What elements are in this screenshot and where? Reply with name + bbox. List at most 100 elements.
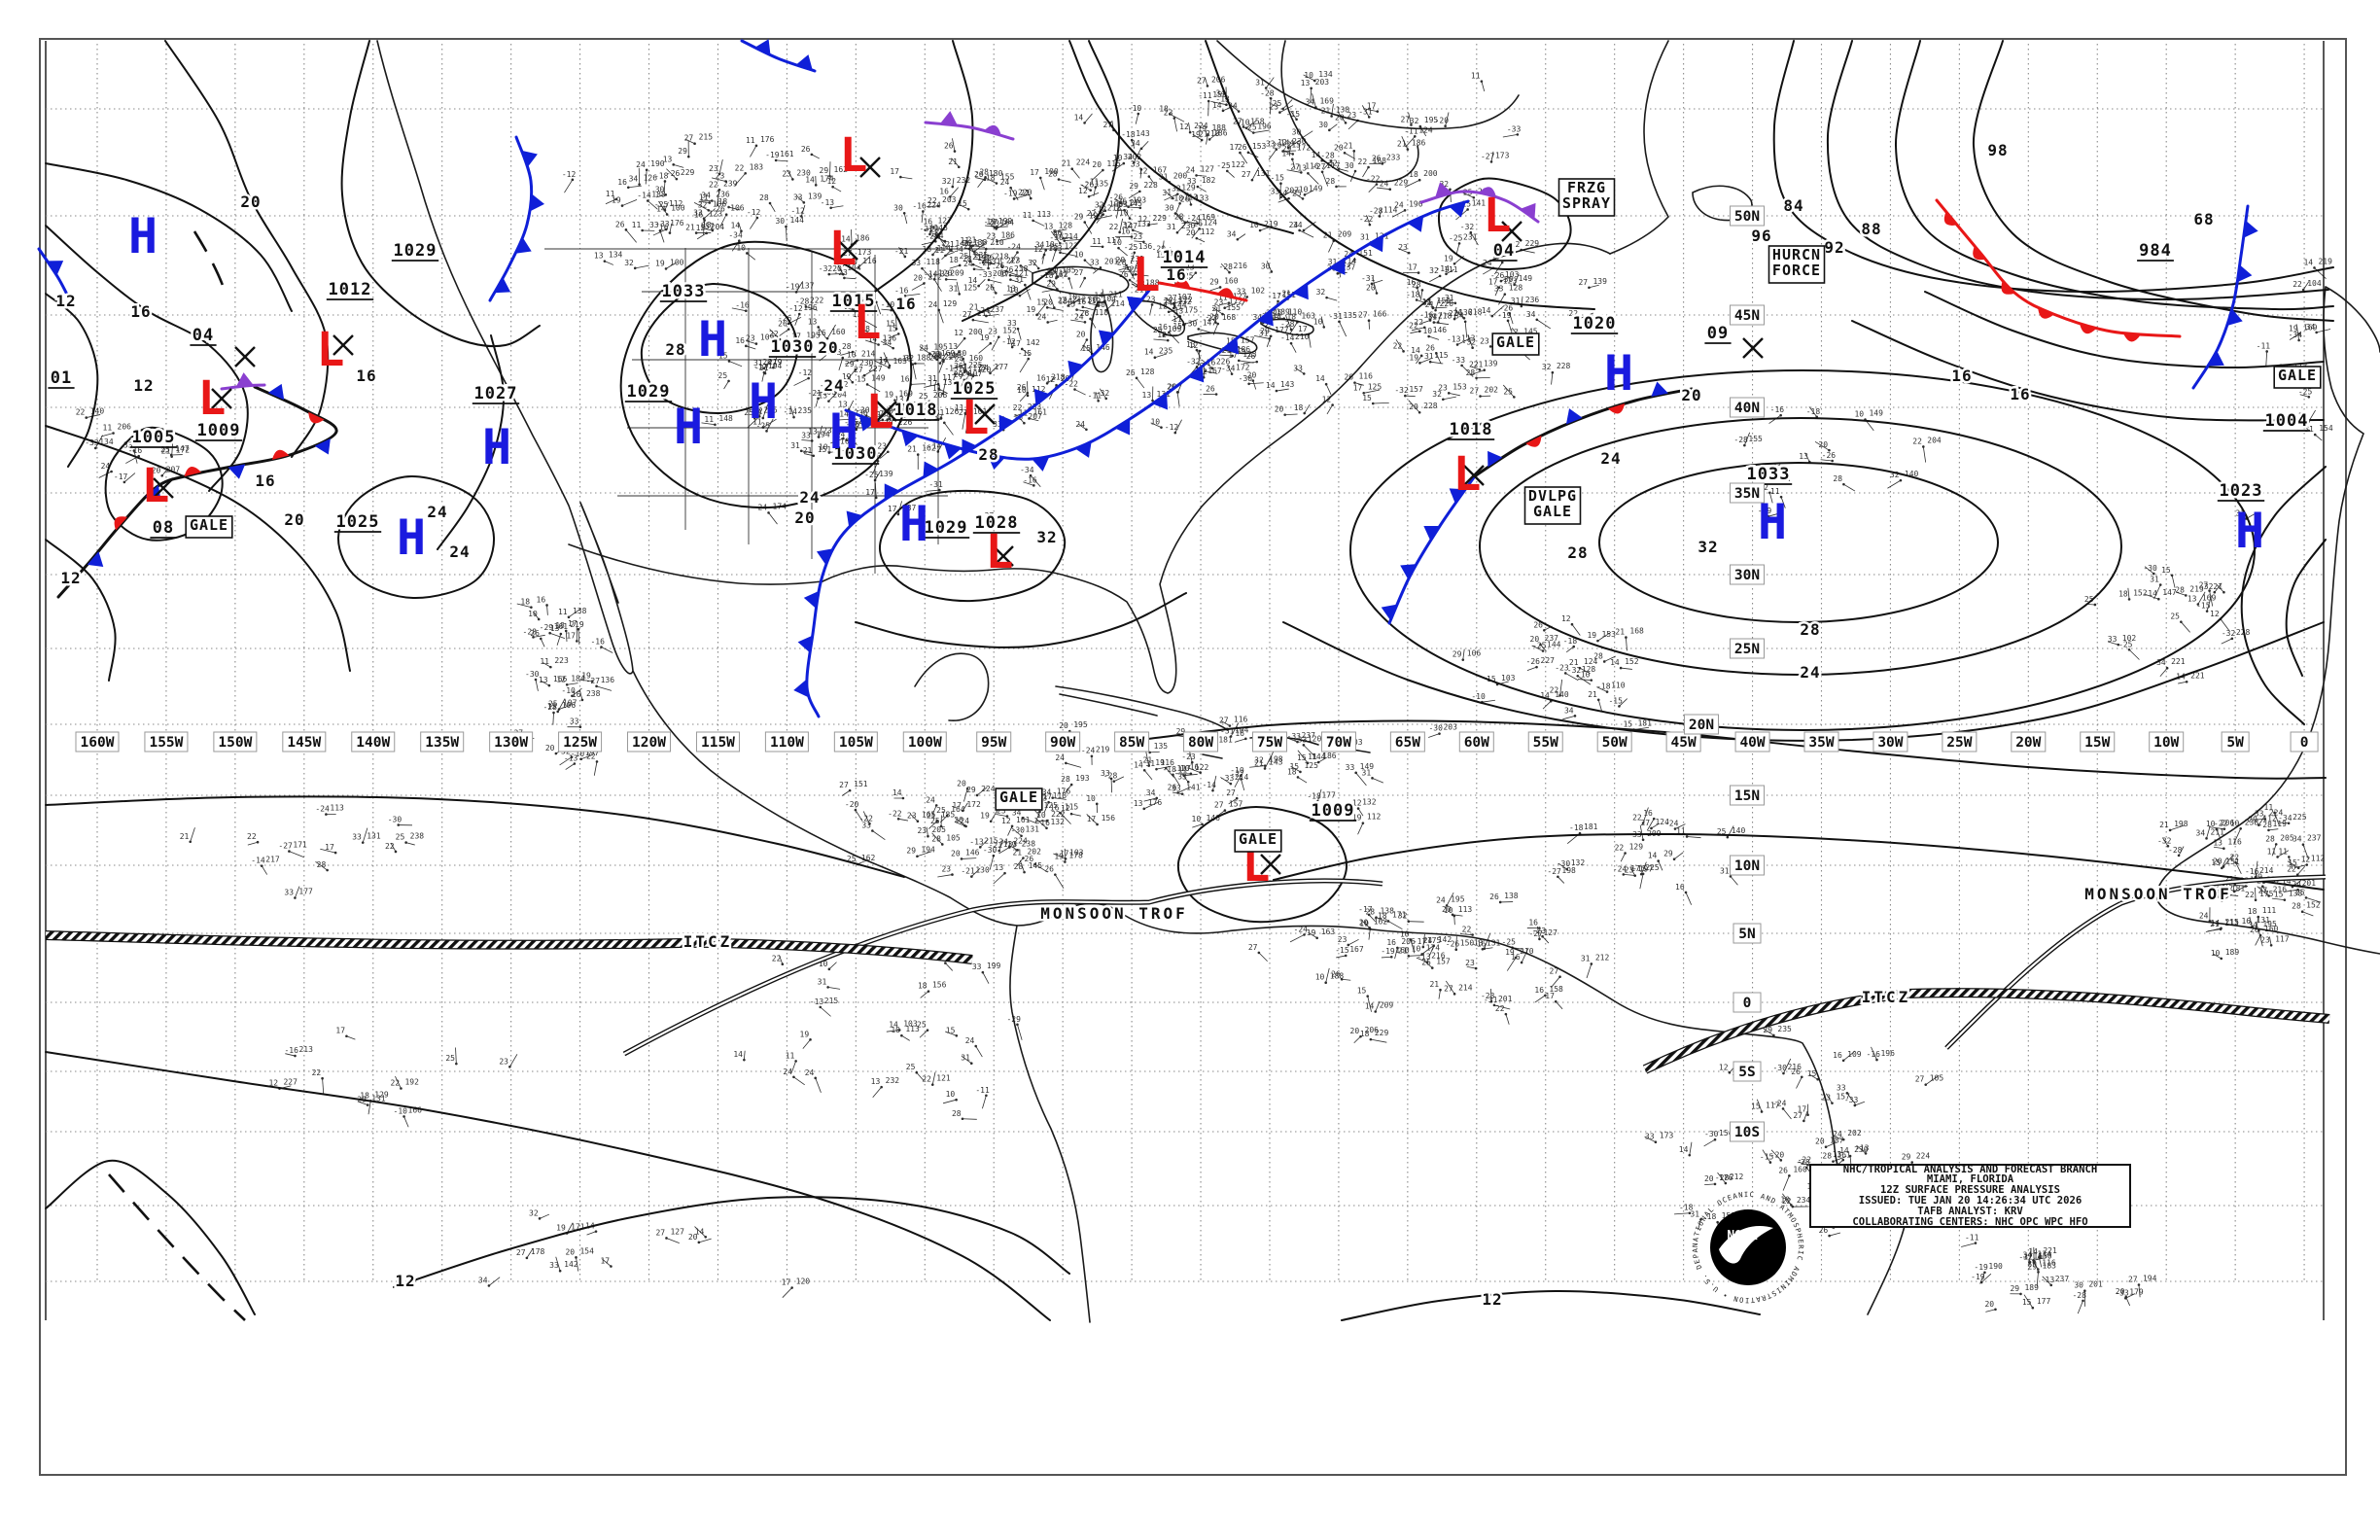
svg-text:204: 204 xyxy=(1927,436,1942,444)
svg-text:17: 17 xyxy=(566,631,576,640)
svg-text:26: 26 xyxy=(985,283,995,292)
svg-text:222: 222 xyxy=(1051,810,1066,819)
svg-text:-16: -16 xyxy=(894,286,909,295)
svg-text:-11: -11 xyxy=(1198,91,1212,100)
svg-text:GALE: GALE xyxy=(1239,830,1278,848)
svg-text:193: 193 xyxy=(1075,774,1090,783)
svg-text:13: 13 xyxy=(894,395,904,403)
high-pressure-center: H xyxy=(674,399,703,455)
svg-text:17: 17 xyxy=(782,1278,791,1287)
svg-text:-19: -19 xyxy=(1497,311,1512,320)
svg-text:190: 190 xyxy=(1988,1262,2003,1271)
svg-text:127: 127 xyxy=(1233,293,1247,301)
svg-text:27: 27 xyxy=(843,249,853,258)
svg-text:19: 19 xyxy=(1307,928,1316,937)
svg-text:15: 15 xyxy=(1274,309,1283,318)
svg-text:31: 31 xyxy=(1581,954,1591,962)
svg-text:133: 133 xyxy=(1003,840,1018,849)
svg-text:225: 225 xyxy=(968,361,983,369)
svg-text:-32: -32 xyxy=(1096,389,1110,398)
svg-text:130W: 130W xyxy=(494,735,528,751)
boxed-annotations: GALEGALEGALEGALEGALEFRZGSPRAYHURCNFORCED… xyxy=(185,178,2322,853)
svg-text:14: 14 xyxy=(1281,150,1291,158)
svg-text:21: 21 xyxy=(1199,129,1208,138)
svg-text:229: 229 xyxy=(1153,214,1168,223)
svg-text:29: 29 xyxy=(1663,850,1673,858)
svg-text:-11: -11 xyxy=(975,1086,990,1095)
svg-text:-22: -22 xyxy=(989,841,1003,850)
svg-text:-17: -17 xyxy=(753,363,768,371)
svg-text:203: 203 xyxy=(1315,78,1330,87)
svg-text:163: 163 xyxy=(1301,311,1315,320)
svg-text:10: 10 xyxy=(736,243,746,252)
svg-text:11: 11 xyxy=(955,403,964,412)
low-pressure-center: L xyxy=(854,296,882,350)
svg-text:221: 221 xyxy=(2171,657,2186,666)
svg-text:144: 144 xyxy=(1172,301,1187,310)
svg-text:27: 27 xyxy=(1444,984,1453,993)
svg-text:193: 193 xyxy=(1133,196,1147,205)
svg-text:16: 16 xyxy=(1036,373,1046,382)
svg-text:151: 151 xyxy=(818,445,832,454)
svg-text:115W: 115W xyxy=(701,735,735,751)
svg-text:23: 23 xyxy=(987,231,997,240)
svg-text:-30: -30 xyxy=(1428,724,1443,733)
svg-text:28: 28 xyxy=(1061,775,1070,784)
svg-text:102: 102 xyxy=(2122,634,2137,643)
svg-text:15: 15 xyxy=(886,319,895,328)
svg-text:132: 132 xyxy=(1050,818,1065,826)
svg-text:160: 160 xyxy=(1793,1165,1807,1173)
svg-text:-20: -20 xyxy=(1770,1150,1785,1159)
svg-text:188: 188 xyxy=(1211,123,1226,132)
svg-text:29: 29 xyxy=(966,786,976,794)
svg-text:149: 149 xyxy=(1869,408,1883,417)
svg-text:-34: -34 xyxy=(728,231,743,240)
svg-text:26: 26 xyxy=(615,220,625,228)
svg-text:-22: -22 xyxy=(1065,380,1079,389)
svg-text:229: 229 xyxy=(681,168,695,177)
svg-text:23: 23 xyxy=(499,1057,508,1066)
svg-text:-16: -16 xyxy=(1866,1050,1880,1059)
svg-text:21: 21 xyxy=(1344,141,1353,150)
svg-text:11: 11 xyxy=(746,136,755,145)
svg-text:12: 12 xyxy=(395,1272,415,1290)
low-pressure-center: L xyxy=(317,323,345,377)
svg-text:-10: -10 xyxy=(1471,692,1486,701)
svg-text:-27: -27 xyxy=(586,677,601,685)
svg-text:10: 10 xyxy=(2211,949,2221,958)
svg-text:169: 169 xyxy=(1319,96,1334,105)
svg-text:204: 204 xyxy=(711,223,725,231)
svg-text:29: 29 xyxy=(1260,327,1270,335)
svg-text:200: 200 xyxy=(968,328,983,336)
svg-text:16: 16 xyxy=(356,367,376,385)
svg-text:-30: -30 xyxy=(1557,859,1571,868)
svg-text:18: 18 xyxy=(986,174,996,183)
svg-text:16: 16 xyxy=(939,187,949,195)
svg-text:11: 11 xyxy=(540,657,549,666)
svg-text:-22: -22 xyxy=(749,406,763,415)
svg-text:-14: -14 xyxy=(924,269,938,278)
svg-text:227: 227 xyxy=(944,353,959,362)
svg-text:197: 197 xyxy=(1639,865,1654,874)
svg-text:12: 12 xyxy=(1157,331,1167,339)
svg-text:-24: -24 xyxy=(1006,243,1021,252)
svg-text:186: 186 xyxy=(1322,752,1337,760)
svg-text:-18: -18 xyxy=(1679,1204,1694,1212)
svg-text:-26: -26 xyxy=(1446,940,1460,949)
svg-text:20: 20 xyxy=(1092,160,1102,169)
svg-text:33: 33 xyxy=(993,420,1002,429)
svg-text:14: 14 xyxy=(968,276,978,285)
svg-text:-30: -30 xyxy=(1239,374,1253,383)
svg-text:116: 116 xyxy=(1160,758,1174,767)
svg-text:134: 134 xyxy=(609,251,623,260)
svg-text:-33: -33 xyxy=(820,381,834,390)
svg-text:176: 176 xyxy=(1148,798,1163,807)
svg-text:160: 160 xyxy=(969,354,984,363)
svg-text:24: 24 xyxy=(1074,312,1084,321)
svg-text:15: 15 xyxy=(1081,344,1091,353)
svg-text:14: 14 xyxy=(1315,374,1325,383)
svg-text:18: 18 xyxy=(2248,907,2258,916)
svg-text:-30: -30 xyxy=(1772,1064,1787,1072)
svg-text:32: 32 xyxy=(942,177,952,186)
svg-text:-30: -30 xyxy=(953,349,967,358)
